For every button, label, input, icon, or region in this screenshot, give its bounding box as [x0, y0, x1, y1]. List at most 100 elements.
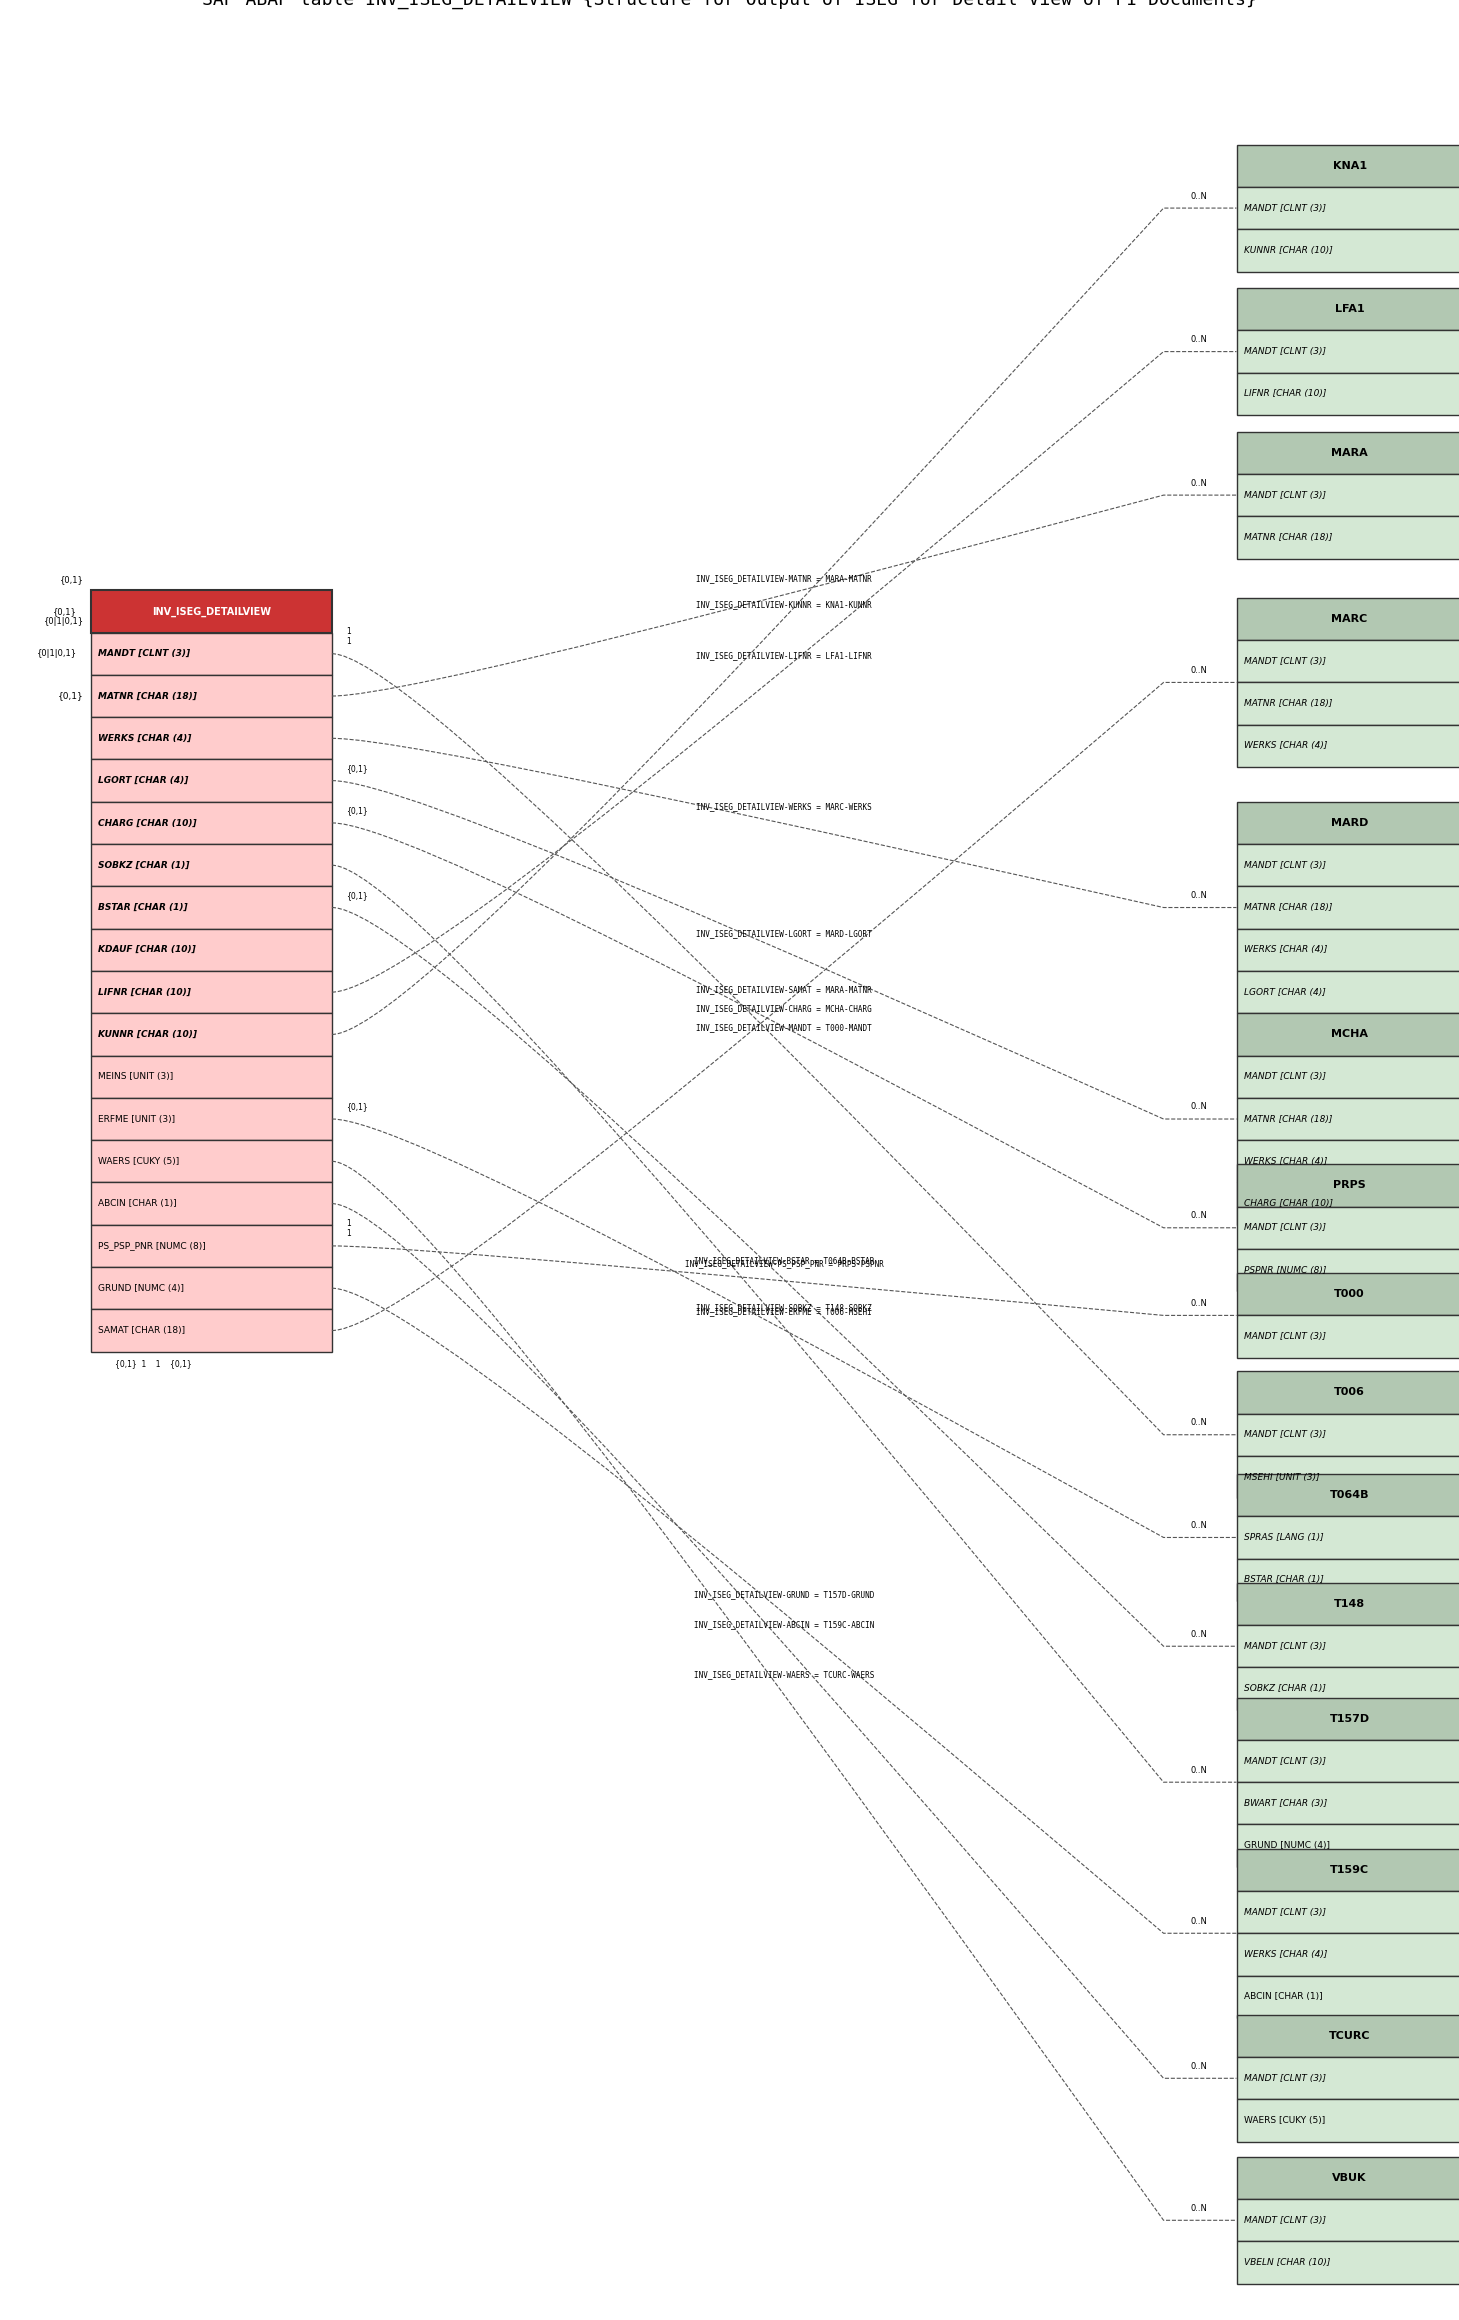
Text: LIFNR [CHAR (10)]: LIFNR [CHAR (10)]	[98, 988, 191, 998]
Text: MCHA: MCHA	[1331, 1030, 1369, 1039]
Text: {0,1}  1    1    {0,1}: {0,1} 1 1 {0,1}	[115, 1360, 191, 1369]
FancyBboxPatch shape	[90, 759, 331, 803]
Text: SPRAS [LANG (1)]: SPRAS [LANG (1)]	[1243, 1534, 1323, 1543]
Text: PSPNR [NUMC (8)]: PSPNR [NUMC (8)]	[1243, 1267, 1326, 1274]
FancyBboxPatch shape	[1236, 1097, 1459, 1139]
Text: 0..N: 0..N	[1191, 1629, 1207, 1638]
Text: PRPS: PRPS	[1334, 1181, 1366, 1190]
Text: INV_ISEG_DETAILVIEW-MATNR = MARA-MATNR: INV_ISEG_DETAILVIEW-MATNR = MARA-MATNR	[696, 575, 872, 585]
Text: BSTAR [CHAR (1)]: BSTAR [CHAR (1)]	[1243, 1575, 1323, 1585]
Text: KUNNR [CHAR (10)]: KUNNR [CHAR (10)]	[1243, 246, 1332, 255]
Text: MANDT [CLNT (3)]: MANDT [CLNT (3)]	[1243, 861, 1326, 870]
Text: MATNR [CHAR (18)]: MATNR [CHAR (18)]	[1243, 698, 1332, 708]
Text: INV_ISEG_DETAILVIEW-WERKS = MARC-WERKS: INV_ISEG_DETAILVIEW-WERKS = MARC-WERKS	[696, 803, 872, 810]
FancyBboxPatch shape	[1236, 1849, 1459, 1891]
FancyBboxPatch shape	[90, 1139, 331, 1183]
Text: LIFNR [CHAR (10)]: LIFNR [CHAR (10)]	[1243, 390, 1326, 399]
Text: MEINS [UNIT (3)]: MEINS [UNIT (3)]	[98, 1072, 174, 1081]
Text: MANDT [CLNT (3)]: MANDT [CLNT (3)]	[1243, 1907, 1326, 1916]
FancyBboxPatch shape	[1236, 1977, 1459, 2018]
Text: WAERS [CUKY (5)]: WAERS [CUKY (5)]	[1243, 2116, 1325, 2125]
Text: INV_ISEG_DETAILVIEW-KUNNR = KNA1-KUNNR: INV_ISEG_DETAILVIEW-KUNNR = KNA1-KUNNR	[696, 601, 872, 610]
Text: 1
1: 1 1	[346, 626, 352, 647]
FancyBboxPatch shape	[1236, 1782, 1459, 1824]
Text: {0,1}: {0,1}	[58, 691, 83, 701]
Text: CHARG [CHAR (10)]: CHARG [CHAR (10)]	[1243, 1199, 1334, 1209]
FancyBboxPatch shape	[90, 1225, 331, 1267]
Text: MSEHI [UNIT (3)]: MSEHI [UNIT (3)]	[1243, 1473, 1319, 1482]
Text: MANDT [CLNT (3)]: MANDT [CLNT (3)]	[1243, 1756, 1326, 1766]
Text: INV_ISEG_DETAILVIEW-LIFNR = LFA1-LIFNR: INV_ISEG_DETAILVIEW-LIFNR = LFA1-LIFNR	[696, 652, 872, 659]
Text: VBELN [CHAR (10)]: VBELN [CHAR (10)]	[1243, 2257, 1331, 2267]
Text: WAERS [CUKY (5)]: WAERS [CUKY (5)]	[98, 1158, 179, 1167]
FancyBboxPatch shape	[1236, 1559, 1459, 1601]
Text: 0..N: 0..N	[1191, 1418, 1207, 1427]
Text: 0..N: 0..N	[1191, 193, 1207, 200]
FancyBboxPatch shape	[1236, 1014, 1459, 1056]
FancyBboxPatch shape	[1236, 1824, 1459, 1868]
FancyBboxPatch shape	[90, 928, 331, 972]
Text: BSTAR [CHAR (1)]: BSTAR [CHAR (1)]	[98, 902, 188, 912]
Text: WERKS [CHAR (4)]: WERKS [CHAR (4)]	[1243, 1158, 1328, 1167]
Text: 0..N: 0..N	[1191, 334, 1207, 343]
Text: 0..N: 0..N	[1191, 891, 1207, 900]
FancyBboxPatch shape	[1236, 1183, 1459, 1225]
FancyBboxPatch shape	[90, 1056, 331, 1097]
Text: MATNR [CHAR (18)]: MATNR [CHAR (18)]	[98, 691, 197, 701]
FancyBboxPatch shape	[90, 675, 331, 717]
FancyBboxPatch shape	[1236, 682, 1459, 724]
Text: 0..N: 0..N	[1191, 2204, 1207, 2213]
Text: INV_ISEG_DETAILVIEW-SAMAT = MARA-MATNR: INV_ISEG_DETAILVIEW-SAMAT = MARA-MATNR	[696, 986, 872, 995]
Text: {0|1|0,1}: {0|1|0,1}	[36, 650, 76, 659]
Text: 0..N: 0..N	[1191, 1916, 1207, 1926]
FancyBboxPatch shape	[1236, 1274, 1459, 1315]
Text: INV_ISEG_DETAILVIEW-BSTAR = T064B-BSTAR: INV_ISEG_DETAILVIEW-BSTAR = T064B-BSTAR	[694, 1255, 874, 1264]
FancyBboxPatch shape	[1236, 2058, 1459, 2100]
FancyBboxPatch shape	[1236, 1457, 1459, 1499]
FancyBboxPatch shape	[1236, 1740, 1459, 1782]
FancyBboxPatch shape	[90, 589, 331, 633]
FancyBboxPatch shape	[90, 1097, 331, 1139]
FancyBboxPatch shape	[1236, 1624, 1459, 1668]
Text: 0..N: 0..N	[1191, 1102, 1207, 1111]
Text: {0,1}: {0,1}	[60, 575, 83, 585]
FancyBboxPatch shape	[1236, 1139, 1459, 1183]
Text: INV_ISEG_DETAILVIEW-SOBKZ = T148-SOBKZ: INV_ISEG_DETAILVIEW-SOBKZ = T148-SOBKZ	[696, 1302, 872, 1311]
Text: T159C: T159C	[1331, 1865, 1369, 1875]
FancyBboxPatch shape	[1236, 329, 1459, 374]
Text: KUNNR [CHAR (10)]: KUNNR [CHAR (10)]	[98, 1030, 197, 1039]
Text: WERKS [CHAR (4)]: WERKS [CHAR (4)]	[1243, 1949, 1328, 1958]
Text: MARD: MARD	[1331, 819, 1369, 828]
FancyBboxPatch shape	[90, 633, 331, 675]
Text: 0..N: 0..N	[1191, 1299, 1207, 1308]
FancyBboxPatch shape	[90, 972, 331, 1014]
Text: WERKS [CHAR (4)]: WERKS [CHAR (4)]	[1243, 944, 1328, 954]
Text: GRUND [NUMC (4)]: GRUND [NUMC (4)]	[1243, 1842, 1329, 1849]
Text: WERKS [CHAR (4)]: WERKS [CHAR (4)]	[1243, 742, 1328, 749]
Text: MANDT [CLNT (3)]: MANDT [CLNT (3)]	[1243, 1643, 1326, 1652]
FancyBboxPatch shape	[1236, 1517, 1459, 1559]
Text: SAP ABAP table INV_ISEG_DETAILVIEW {Structure for Output of ISEG for Detail View: SAP ABAP table INV_ISEG_DETAILVIEW {Stru…	[201, 0, 1258, 9]
Text: PS_PSP_PNR [NUMC (8)]: PS_PSP_PNR [NUMC (8)]	[98, 1241, 206, 1250]
Text: T064B: T064B	[1329, 1489, 1370, 1501]
Text: INV_ISEG_DETAILVIEW-LGORT = MARD-LGORT: INV_ISEG_DETAILVIEW-LGORT = MARD-LGORT	[696, 928, 872, 937]
Text: MARC: MARC	[1332, 615, 1367, 624]
Text: SOBKZ [CHAR (1)]: SOBKZ [CHAR (1)]	[98, 861, 190, 870]
FancyBboxPatch shape	[1236, 640, 1459, 682]
FancyBboxPatch shape	[1236, 1582, 1459, 1624]
Text: T006: T006	[1334, 1387, 1366, 1397]
FancyBboxPatch shape	[1236, 599, 1459, 640]
FancyBboxPatch shape	[1236, 473, 1459, 517]
Text: LFA1: LFA1	[1335, 304, 1364, 313]
FancyBboxPatch shape	[90, 844, 331, 886]
FancyBboxPatch shape	[1236, 1933, 1459, 1977]
Text: MATNR [CHAR (18)]: MATNR [CHAR (18)]	[1243, 1114, 1332, 1123]
Text: LGORT [CHAR (4)]: LGORT [CHAR (4)]	[98, 777, 188, 784]
FancyBboxPatch shape	[1236, 230, 1459, 271]
FancyBboxPatch shape	[1236, 2241, 1459, 2283]
Text: T148: T148	[1334, 1598, 1366, 1610]
FancyBboxPatch shape	[1236, 844, 1459, 886]
Text: SAMAT [CHAR (18)]: SAMAT [CHAR (18)]	[98, 1327, 185, 1334]
FancyBboxPatch shape	[1236, 2158, 1459, 2199]
FancyBboxPatch shape	[90, 886, 331, 928]
